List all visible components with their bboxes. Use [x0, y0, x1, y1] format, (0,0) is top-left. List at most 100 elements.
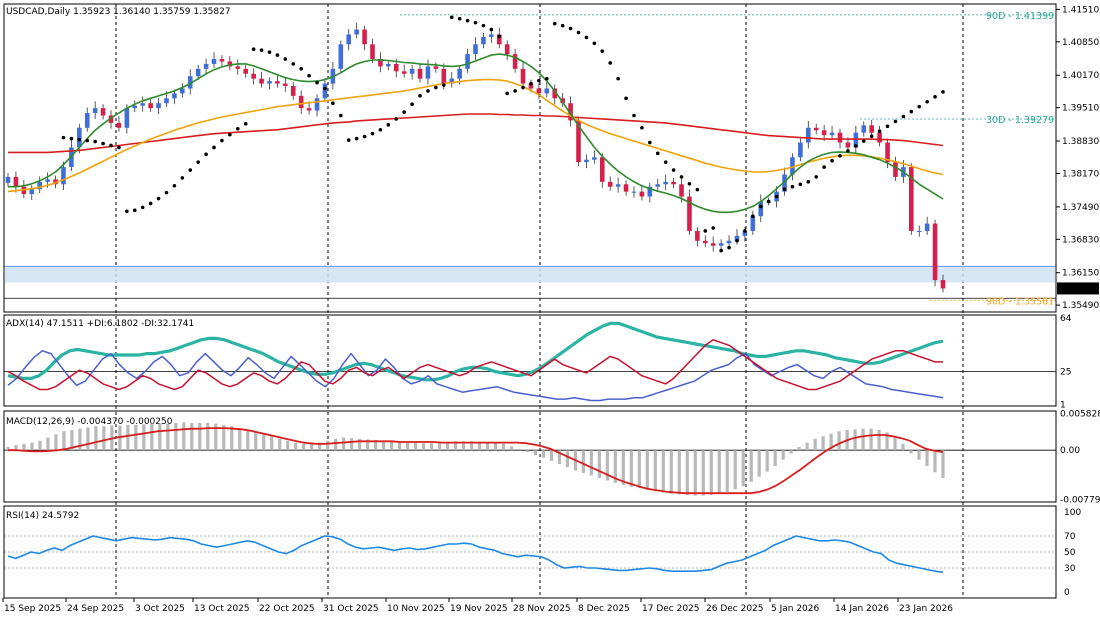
sar-dot	[592, 41, 597, 46]
sar-dot	[671, 168, 676, 172]
candle-body	[77, 127, 82, 148]
candle-body	[306, 108, 312, 111]
macd-histogram-bar	[757, 450, 761, 477]
adx-tick-label: 64	[1060, 314, 1072, 324]
sar-dot	[481, 23, 486, 28]
macd-histogram-bar	[709, 450, 713, 496]
candle-body	[829, 132, 835, 136]
price-tick-label: 1.40170	[1062, 71, 1099, 81]
sar-dot	[140, 205, 145, 210]
sar-dot	[93, 139, 97, 144]
candle	[655, 178, 661, 191]
ma-fast-line	[8, 53, 944, 214]
sar-dot	[402, 110, 406, 114]
candle	[298, 90, 304, 115]
candle-body	[180, 88, 185, 94]
macd-histogram-bar	[366, 439, 370, 451]
macd-tick-label: 0.005828	[1060, 409, 1100, 419]
sar-dot	[648, 140, 652, 145]
candle-body	[924, 223, 930, 231]
candle	[520, 61, 526, 90]
macd-histogram-bar	[134, 424, 138, 451]
sar-dot	[132, 208, 137, 213]
candle-body	[536, 88, 542, 94]
sar-dot	[584, 35, 589, 40]
candle	[37, 176, 42, 194]
adx-panel[interactable]: ADX(14) 47.1511 +DI:6.1802 -DI:32.1741 6…	[4, 314, 1072, 411]
sar-dot	[521, 85, 525, 90]
macd-histogram-bar	[421, 443, 426, 451]
candle-body	[813, 127, 819, 131]
macd-histogram-bar	[14, 445, 18, 451]
macd-histogram-bar	[917, 450, 921, 460]
candle	[187, 69, 193, 95]
sar-dot	[877, 129, 882, 134]
macd-histogram-bar	[501, 443, 506, 451]
candle-body	[203, 63, 209, 69]
macd-histogram-bar	[158, 423, 162, 451]
sar-dot	[370, 131, 375, 136]
price-panel[interactable]: USDCAD,Daily 1.35923 1.36140 1.35759 1.3…	[4, 5, 1099, 311]
sar-dot	[338, 113, 343, 118]
rsi-line	[7, 535, 944, 574]
rsi-tick-label: 30	[1064, 564, 1076, 574]
rsi-tick-label: 0	[1064, 588, 1070, 598]
sar-dot	[663, 160, 668, 164]
candle-body	[734, 235, 740, 241]
macd-panel[interactable]: MACD(12,26,9) -0.004370 -0.000250 0.0058…	[4, 409, 1100, 505]
candle-body	[338, 44, 344, 69]
candle-body	[267, 81, 272, 84]
macd-histogram-bar	[86, 427, 90, 451]
level-label: 90D - 1.35581	[986, 297, 1054, 308]
sar-dot	[378, 127, 383, 132]
sar-dot	[283, 57, 288, 61]
adx-tick-label: 1	[1060, 401, 1066, 411]
macd-histogram-bar	[933, 450, 937, 473]
x-tick-label: 10 Nov 2025	[387, 604, 445, 614]
candle-body	[726, 240, 732, 244]
candle-body	[45, 179, 50, 182]
candle	[235, 59, 241, 75]
macd-histogram-bar	[485, 441, 490, 451]
candle-body	[441, 68, 447, 84]
rsi-tick-label: 50	[1064, 548, 1076, 558]
macd-histogram-bar	[741, 450, 745, 487]
candle	[829, 125, 835, 140]
candle-body	[298, 95, 304, 109]
candle	[916, 225, 922, 237]
sar-dot	[893, 119, 898, 124]
price-tick-label: 1.38170	[1062, 169, 1099, 179]
candle-body	[592, 157, 597, 160]
sar-dot	[838, 153, 842, 158]
macd-histogram-bar	[669, 450, 673, 494]
sar-dot	[394, 117, 399, 121]
sar-dot	[774, 194, 779, 199]
macd-frame	[3, 410, 1057, 503]
sar-dot	[434, 85, 438, 90]
rsi-panel[interactable]: RSI(14) 24.5792 100 70 50 30 0	[4, 508, 1081, 598]
macd-tick-label: -0.007797	[1060, 495, 1100, 505]
candle-body	[473, 44, 478, 55]
candle	[290, 82, 296, 100]
candle	[61, 161, 66, 191]
candle-body	[584, 159, 589, 163]
macd-histogram-bar	[214, 423, 218, 451]
candle	[599, 153, 605, 188]
candle-body	[417, 68, 423, 79]
sar-dot	[576, 30, 581, 35]
candle	[13, 171, 19, 193]
candle-body	[378, 59, 383, 67]
sar-dot	[497, 34, 502, 39]
candle-body	[687, 196, 692, 231]
x-tick-label: 26 Dec 2025	[706, 604, 764, 614]
price-tick-label: 1.38830	[1062, 137, 1099, 147]
candle	[409, 64, 415, 80]
candle	[607, 176, 613, 191]
candle-body	[290, 86, 296, 96]
macd-histogram-bar	[445, 441, 450, 451]
candle	[615, 177, 621, 193]
candle-body	[496, 34, 502, 45]
macd-histogram-bar	[30, 442, 34, 451]
last-price-label: 1.35827	[1060, 285, 1097, 295]
sar-dot	[854, 144, 858, 148]
